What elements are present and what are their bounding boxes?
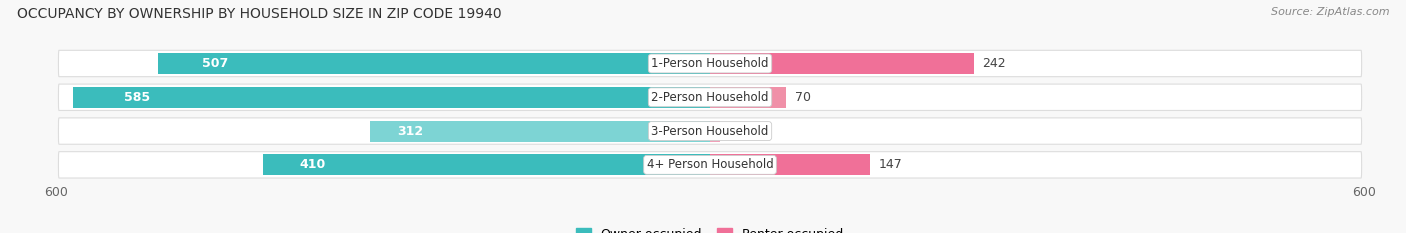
Text: 585: 585 xyxy=(124,91,149,104)
Bar xyxy=(370,121,710,141)
Text: 312: 312 xyxy=(398,125,423,137)
Text: 70: 70 xyxy=(794,91,811,104)
Text: 3-Person Household: 3-Person Household xyxy=(651,125,769,137)
FancyBboxPatch shape xyxy=(59,152,1361,178)
Text: 2-Person Household: 2-Person Household xyxy=(651,91,769,104)
Text: 9: 9 xyxy=(728,125,737,137)
Bar xyxy=(710,53,974,74)
FancyBboxPatch shape xyxy=(59,84,1361,110)
Bar xyxy=(710,87,786,108)
Text: 147: 147 xyxy=(879,158,903,171)
FancyBboxPatch shape xyxy=(59,118,1361,144)
Bar xyxy=(710,154,870,175)
Bar xyxy=(157,53,710,74)
FancyBboxPatch shape xyxy=(59,50,1361,77)
Text: Source: ZipAtlas.com: Source: ZipAtlas.com xyxy=(1271,7,1389,17)
Text: 507: 507 xyxy=(202,57,228,70)
Text: OCCUPANCY BY OWNERSHIP BY HOUSEHOLD SIZE IN ZIP CODE 19940: OCCUPANCY BY OWNERSHIP BY HOUSEHOLD SIZE… xyxy=(17,7,502,21)
Bar xyxy=(263,154,710,175)
Bar xyxy=(73,87,710,108)
Text: 4+ Person Household: 4+ Person Household xyxy=(647,158,773,171)
Text: 1-Person Household: 1-Person Household xyxy=(651,57,769,70)
Text: 242: 242 xyxy=(983,57,1007,70)
Text: 410: 410 xyxy=(299,158,325,171)
Bar xyxy=(710,121,720,141)
Legend: Owner-occupied, Renter-occupied: Owner-occupied, Renter-occupied xyxy=(571,223,849,233)
